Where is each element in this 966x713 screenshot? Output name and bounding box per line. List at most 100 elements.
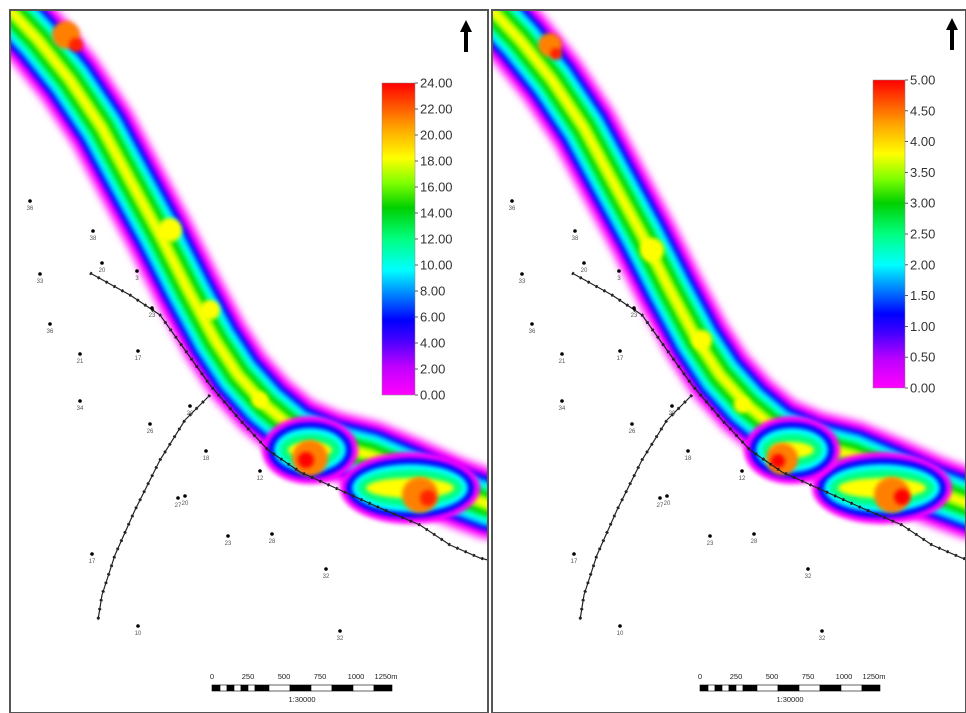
well-label: 20 [581, 268, 588, 274]
well-label: 38 [90, 236, 97, 242]
well-marker-icon[interactable] [686, 449, 690, 453]
scale-tick-label: 0 [210, 672, 214, 681]
well-marker-icon[interactable] [520, 272, 524, 276]
well-marker-icon[interactable] [338, 629, 342, 633]
scale-tick-label: 250 [242, 672, 255, 681]
well-marker-icon[interactable] [632, 306, 636, 310]
well-marker-icon[interactable] [582, 261, 586, 265]
well-marker-icon[interactable] [136, 624, 140, 628]
well-marker-icon[interactable] [618, 624, 622, 628]
legend-tick-label: 14.00 [420, 206, 453, 221]
well-marker-icon[interactable] [510, 199, 514, 203]
legend-tick-label: 6.00 [420, 310, 445, 325]
well-marker-icon[interactable] [806, 567, 810, 571]
well-marker-icon[interactable] [135, 269, 139, 273]
well-marker-icon[interactable] [78, 352, 82, 356]
well-marker-icon[interactable] [100, 261, 104, 265]
scale-tick-label: 750 [314, 672, 327, 681]
scale-ratio-label: 1:30000 [288, 695, 315, 704]
plume-hotspot [69, 38, 83, 52]
legend-tick-label: 4.50 [910, 103, 935, 118]
well-marker-icon[interactable] [38, 272, 42, 276]
scale-tick-label: 1000 [836, 672, 853, 681]
well-label: 32 [323, 574, 330, 580]
well-marker-icon[interactable] [78, 399, 82, 403]
scale-tick-label: 1250m [863, 672, 886, 681]
fault-lines [89, 271, 488, 621]
color-legend: 24.00 22.00 20.00 18.00 16.00 14.00 12.00 10.00… [381, 76, 453, 403]
panel-frame [491, 9, 966, 713]
legend-tick-label: 0.50 [910, 350, 935, 365]
well-label: 17 [617, 356, 624, 362]
plume-hotspot [298, 452, 314, 468]
well-marker-icon[interactable] [658, 496, 662, 500]
legend-tick-label: 2.00 [910, 257, 935, 272]
well-marker-icon[interactable] [188, 404, 192, 408]
well-label: 36 [47, 329, 54, 335]
well-marker-icon[interactable] [90, 552, 94, 556]
color-ramp-bar [872, 79, 906, 389]
well-marker-icon[interactable] [560, 399, 564, 403]
legend-tick-label: 3.50 [910, 165, 935, 180]
scale-tick-label: 0 [698, 672, 702, 681]
well-marker-icon[interactable] [48, 322, 52, 326]
well-label: 21 [77, 359, 84, 365]
well-label: 34 [559, 406, 566, 412]
well-marker-icon[interactable] [670, 404, 674, 408]
well-marker-icon[interactable] [136, 349, 140, 353]
well-marker-icon[interactable] [183, 494, 187, 498]
well-marker-icon[interactable] [258, 469, 262, 473]
well-label: 3 [617, 276, 621, 282]
well-label: 20 [664, 501, 671, 507]
well-marker-icon[interactable] [324, 567, 328, 571]
well-marker-icon[interactable] [617, 269, 621, 273]
well-marker-icon[interactable] [740, 469, 744, 473]
well-marker-icon[interactable] [665, 494, 669, 498]
well-label: 20 [99, 268, 106, 274]
scale-ratio-label: 1:30000 [776, 695, 803, 704]
well-marker-icon[interactable] [618, 349, 622, 353]
well-label: 32 [337, 636, 344, 642]
well-marker-icon[interactable] [270, 532, 274, 536]
well-marker-icon[interactable] [150, 306, 154, 310]
well-label: 17 [571, 559, 578, 565]
well-marker-icon[interactable] [204, 449, 208, 453]
well-label: 12 [739, 476, 746, 482]
well-label: 18 [203, 456, 210, 462]
legend-tick-label: 2.00 [420, 362, 445, 377]
well-marker-icon[interactable] [573, 229, 577, 233]
legend-tick-label: 18.00 [420, 154, 453, 169]
plume-hotspot [692, 330, 712, 350]
well-marker-icon[interactable] [226, 534, 230, 538]
legend-tick-label: 1.50 [910, 288, 935, 303]
well-label: 32 [805, 574, 812, 580]
well-marker-icon[interactable] [820, 629, 824, 633]
legend-tick-label: 3.00 [910, 196, 935, 211]
scale-bar: 0 250 500 750 1000 1250m 1:30000 [210, 672, 398, 704]
legend-tick-label: 4.00 [910, 134, 935, 149]
scale-bar: 0 250 500 750 1000 1250m 1:30000 [698, 672, 886, 704]
well-marker-icon[interactable] [752, 532, 756, 536]
color-legend: 5.00 4.50 4.00 3.50 3.00 2.50 2.00 1.50 1.00 0.50… [872, 73, 935, 396]
concentration-plume [10, 10, 488, 539]
well-marker-icon[interactable] [91, 229, 95, 233]
well-marker-icon[interactable] [708, 534, 712, 538]
well-marker-icon[interactable] [630, 422, 634, 426]
plume-hotspot [550, 48, 562, 60]
plume-hotspot [200, 300, 220, 320]
well-label: 26 [629, 429, 636, 435]
well-marker-icon[interactable] [530, 322, 534, 326]
north-arrow-icon [460, 20, 472, 52]
well-marker-icon[interactable] [176, 496, 180, 500]
well-label: 18 [685, 456, 692, 462]
well-marker-icon[interactable] [28, 199, 32, 203]
well-marker-icon[interactable] [148, 422, 152, 426]
well-marker-icon[interactable] [560, 352, 564, 356]
legend-tick-label: 4.00 [420, 336, 445, 351]
well-label: 23 [149, 313, 156, 319]
well-label: 20 [187, 411, 194, 417]
legend-tick-label: 0.00 [420, 388, 445, 403]
plume-hotspot [734, 397, 750, 413]
well-marker-icon[interactable] [572, 552, 576, 556]
